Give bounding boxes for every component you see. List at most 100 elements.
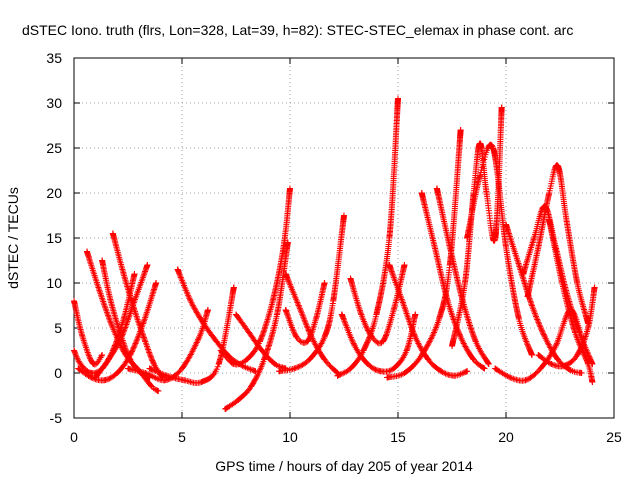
- series-arc-18: [334, 95, 401, 379]
- data-point: [395, 95, 401, 102]
- data-point: [71, 298, 77, 304]
- data-point: [99, 257, 106, 264]
- data-point: [161, 377, 168, 384]
- data-point: [105, 356, 112, 363]
- data-point: [485, 361, 492, 367]
- data-point: [477, 140, 484, 147]
- data-point: [79, 334, 86, 340]
- data-point: [204, 307, 211, 313]
- data-point: [457, 334, 464, 340]
- data-point: [118, 334, 125, 340]
- data-point: [490, 145, 497, 151]
- data-point: [412, 311, 419, 318]
- data-point: [449, 343, 455, 349]
- data-point: [142, 370, 149, 376]
- data-point: [401, 262, 408, 268]
- data-point: [230, 361, 237, 367]
- data-point: [537, 365, 544, 372]
- data-point: [131, 298, 138, 304]
- data-point: [83, 248, 90, 255]
- y-tick-label: -5: [50, 410, 63, 426]
- data-point: [196, 334, 203, 340]
- data-point: [524, 293, 531, 300]
- data-point: [101, 377, 108, 384]
- data-point: [552, 343, 559, 349]
- data-point: [153, 280, 160, 286]
- y-tick-label: 30: [46, 95, 62, 111]
- data-point: [140, 320, 147, 327]
- x-tick-label: 5: [178, 429, 186, 445]
- data-point: [127, 352, 134, 358]
- data-point: [364, 361, 371, 367]
- x-tick-label: 15: [390, 429, 406, 445]
- y-tick-label: 15: [46, 230, 62, 246]
- data-point: [293, 334, 300, 340]
- data-point: [438, 368, 445, 375]
- data-point: [384, 374, 391, 381]
- data-point: [131, 271, 138, 277]
- data-point: [498, 104, 505, 111]
- data-point: [148, 383, 155, 390]
- series-arc-31: [546, 217, 596, 385]
- data-point: [464, 235, 471, 241]
- data-point: [470, 356, 477, 363]
- data-point: [230, 284, 237, 291]
- data-point: [144, 262, 151, 268]
- series-arc-10: [146, 284, 237, 386]
- data-point: [436, 316, 443, 322]
- data-point: [334, 372, 341, 379]
- data-point: [306, 356, 313, 363]
- data-point: [535, 244, 542, 250]
- data-point: [492, 365, 499, 372]
- data-point: [109, 325, 116, 331]
- data-point: [282, 271, 289, 277]
- data-point: [578, 370, 585, 376]
- data-point: [431, 244, 438, 250]
- data-point: [321, 280, 328, 286]
- data-point: [321, 356, 328, 363]
- series-arc-11: [222, 239, 291, 412]
- data-point: [280, 244, 287, 250]
- series-arc-09: [125, 307, 211, 384]
- series-arc-25: [464, 141, 535, 358]
- data-point: [142, 338, 149, 345]
- series-arc-15: [276, 212, 347, 375]
- data-point: [304, 338, 311, 345]
- data-point: [554, 356, 561, 363]
- plus-markers: [109, 230, 166, 381]
- data-point: [373, 311, 380, 318]
- data-point: [114, 370, 121, 376]
- data-point: [369, 334, 376, 340]
- data-point: [291, 365, 298, 372]
- data-point: [96, 289, 103, 295]
- data-point: [457, 127, 464, 133]
- data-point: [358, 311, 365, 318]
- series-arc-16: [282, 280, 328, 346]
- data-point: [360, 347, 367, 354]
- data-point: [330, 298, 337, 304]
- y-axis-label: dSTEC / TECUs: [5, 187, 21, 289]
- data-point: [75, 365, 82, 372]
- data-point: [379, 338, 386, 345]
- series-arc-07: [92, 262, 151, 381]
- data-point: [503, 244, 509, 250]
- series-arc-08: [174, 266, 259, 375]
- data-point: [548, 361, 555, 367]
- data-point: [213, 338, 220, 345]
- data-point: [386, 235, 393, 241]
- data-point: [181, 377, 188, 384]
- data-point: [481, 365, 488, 372]
- data-point: [295, 302, 302, 309]
- data-point: [155, 388, 162, 394]
- data-point: [554, 163, 561, 169]
- data-point: [515, 262, 522, 268]
- x-tick-label: 10: [282, 429, 298, 445]
- y-tick-label: 10: [46, 275, 62, 291]
- y-tick-label: 25: [46, 140, 62, 156]
- data-point: [179, 365, 185, 372]
- data-point: [522, 377, 529, 384]
- y-tick-label: 20: [46, 185, 62, 201]
- data-point: [90, 361, 97, 367]
- series-arc-19: [347, 262, 408, 347]
- data-point: [347, 275, 354, 282]
